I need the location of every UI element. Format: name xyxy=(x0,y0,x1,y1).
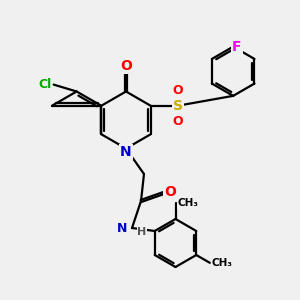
Text: O: O xyxy=(172,115,183,128)
Text: F: F xyxy=(232,40,242,54)
Text: H: H xyxy=(137,226,147,237)
Text: N: N xyxy=(117,221,128,235)
Text: CH₃: CH₃ xyxy=(212,258,233,268)
Text: N: N xyxy=(120,145,132,159)
Text: S: S xyxy=(173,99,183,113)
Text: O: O xyxy=(172,84,183,97)
Text: O: O xyxy=(164,185,176,199)
Text: O: O xyxy=(120,59,132,73)
Text: Cl: Cl xyxy=(38,78,51,91)
Text: CH₃: CH₃ xyxy=(177,198,198,208)
